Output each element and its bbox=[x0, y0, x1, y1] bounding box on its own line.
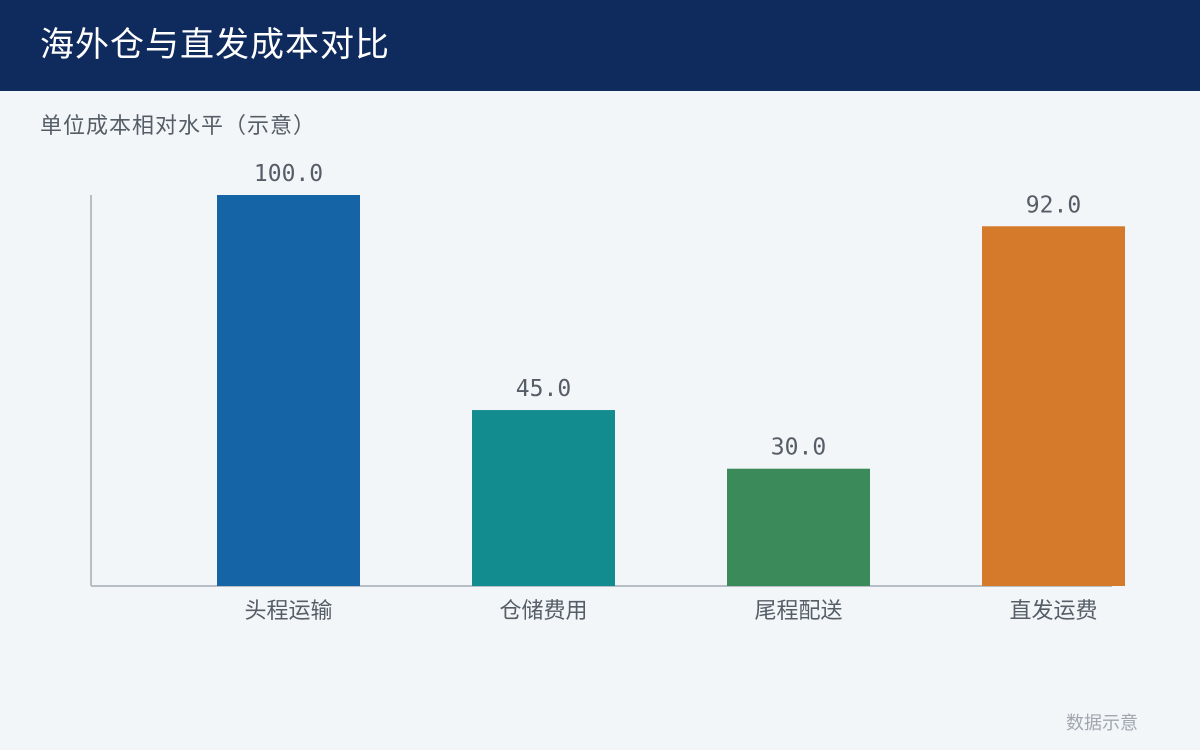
data-label-1: 100.0 bbox=[254, 161, 323, 187]
bar-3 bbox=[727, 468, 870, 586]
page-title: 海外仓与直发成本对比 bbox=[40, 25, 390, 65]
data-label-4: 92.0 bbox=[1026, 192, 1081, 218]
x-tick-label-4: 直发运费 bbox=[1009, 599, 1097, 624]
bar-2 bbox=[472, 410, 615, 586]
bar-1 bbox=[217, 195, 360, 586]
data-label-2: 45.0 bbox=[516, 376, 571, 402]
data-label-3: 30.0 bbox=[771, 435, 826, 461]
x-tick-label-3: 尾程配送 bbox=[754, 599, 842, 624]
header-bar: 海外仓与直发成本对比 bbox=[0, 0, 1200, 91]
footer-note: 数据示意 bbox=[1066, 713, 1138, 734]
x-tick-label-1: 头程运输 bbox=[244, 599, 332, 624]
bar-4 bbox=[982, 226, 1125, 586]
chart-subtitle: 单位成本相对水平（示意） bbox=[40, 114, 317, 139]
x-tick-label-2: 仓储费用 bbox=[499, 599, 587, 624]
